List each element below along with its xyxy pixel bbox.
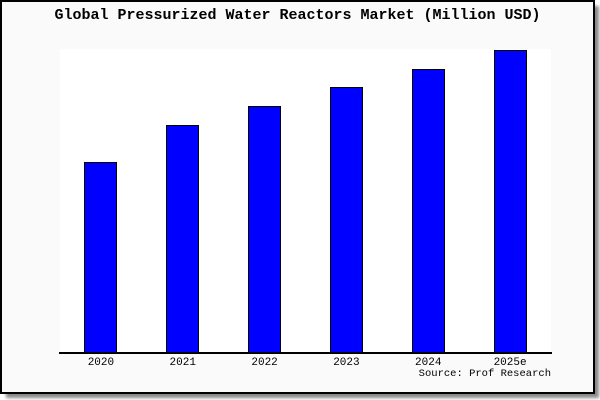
bar-2021 (166, 125, 200, 352)
source-credit: Source: Prof Research (418, 368, 551, 380)
x-tick-label-2021: 2021 (169, 357, 196, 369)
x-tick-label-2022: 2022 (251, 357, 278, 369)
bar-2025e (493, 50, 527, 352)
bar-2020 (84, 162, 118, 352)
plot-area (60, 49, 551, 352)
bar-2024 (411, 69, 445, 352)
chart-container: Global Pressurized Water Reactors Market… (0, 0, 595, 394)
x-axis-labels: 2020 2021 2022 2023 2024 2025e (60, 357, 551, 371)
x-tick-label-2025e: 2025e (493, 357, 527, 369)
bar-2023 (329, 87, 363, 352)
chart-title: Global Pressurized Water Reactors Market… (54, 7, 541, 24)
x-tick-label-2023: 2023 (333, 357, 360, 369)
x-tick-label-2024: 2024 (415, 357, 442, 369)
x-tick-label-2020: 2020 (87, 357, 115, 369)
x-axis-line (59, 352, 552, 354)
bar-2022 (248, 106, 282, 352)
